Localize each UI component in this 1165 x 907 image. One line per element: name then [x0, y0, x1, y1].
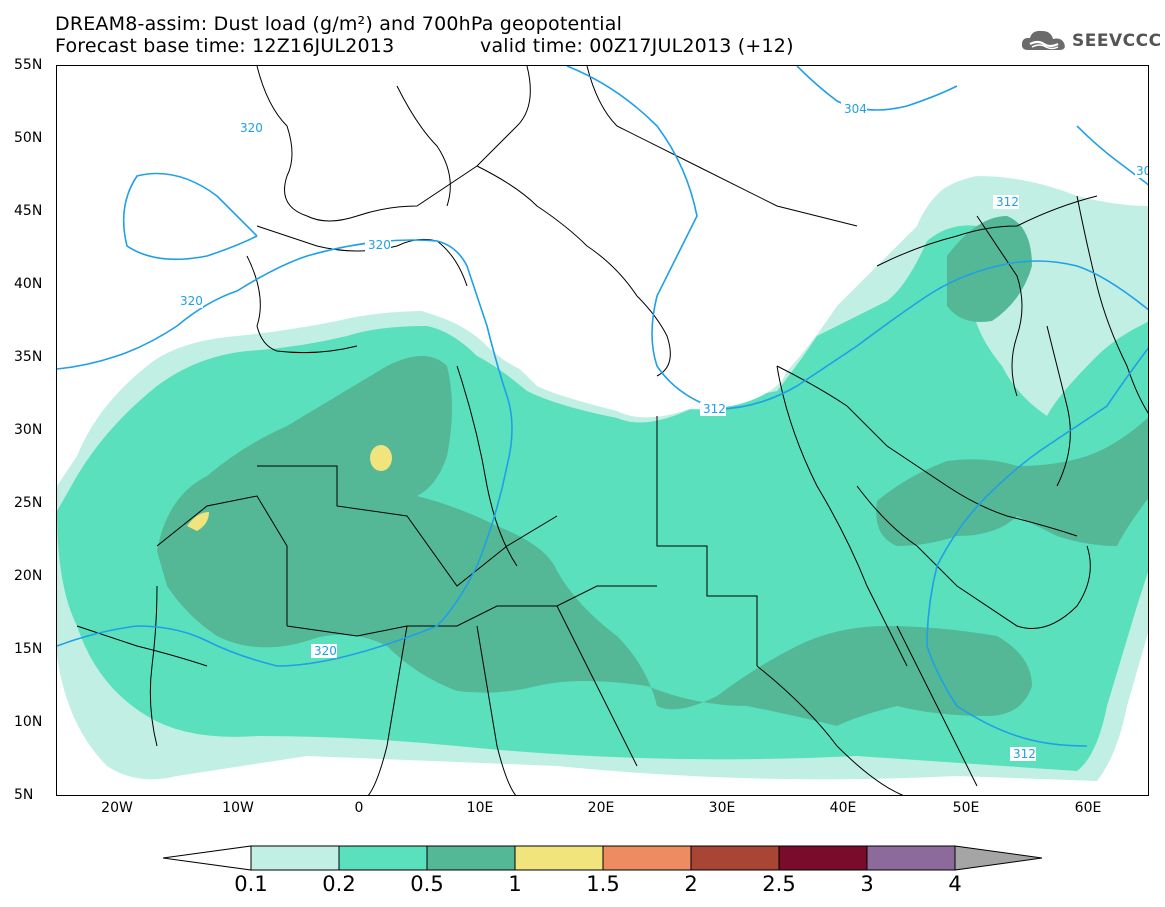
forecast-valid-time: valid time: 00Z17JUL2013 (+12): [480, 35, 794, 57]
colorbar-segment: [514, 845, 604, 871]
contour-312-south: [926, 347, 1148, 747]
lat-label: 20N: [14, 568, 43, 584]
contour-label-304: 304: [844, 102, 867, 116]
lat-label: 55N: [14, 57, 43, 73]
dust-region-0-5-arabia: [876, 417, 1148, 546]
lat-label: 15N: [14, 641, 43, 657]
colorbar-segment: [866, 845, 956, 871]
contour-label-320-b: 320: [368, 238, 391, 252]
contour-label-312-b: 312: [703, 402, 726, 416]
colorbar: [163, 845, 1043, 871]
contour-label-30x: 30: [1136, 164, 1149, 178]
colorbar-segment: [778, 845, 868, 871]
colorbar-label: 1: [508, 872, 522, 896]
lon-label: 60E: [1074, 800, 1102, 816]
logo-text: SEEVCCC: [1072, 31, 1162, 51]
lat-label: 40N: [14, 276, 43, 292]
contour-312-east: [566, 66, 1148, 410]
colorbar-label: 1.5: [586, 872, 620, 896]
lat-label: 10N: [14, 714, 43, 730]
geopotential-contours: [57, 66, 1148, 747]
colorbar-segment: [250, 845, 340, 871]
mediterranean-sea: [252, 216, 789, 410]
lon-label: 40E: [829, 800, 857, 816]
lat-label: 50N: [14, 130, 43, 146]
lat-label: 25N: [14, 495, 43, 511]
lon-label: 10E: [466, 800, 494, 816]
dust-load-map: 320 320 320 320 304 312 312 312 30: [56, 65, 1149, 796]
colorbar-label: 0.2: [322, 872, 356, 896]
lon-label: 0: [354, 800, 364, 816]
colorbar-segment: [338, 845, 428, 871]
cloud-logo-icon: [1021, 30, 1065, 50]
dust-region-1-mauritania: [187, 512, 209, 531]
contour-320-west: [57, 239, 513, 667]
lat-label: 35N: [14, 349, 43, 365]
map-title: DREAM8-assim: Dust load (g/m²) and 700hP…: [55, 13, 623, 35]
contour-label-320-d: 320: [314, 644, 337, 658]
contour-label-320-c: 320: [180, 294, 203, 308]
contour-304: [796, 66, 958, 111]
colorbar-label: 4: [948, 872, 962, 896]
colorbar-label: 2: [684, 872, 698, 896]
contour-label-312-a: 312: [996, 195, 1019, 209]
lat-label: 30N: [14, 422, 43, 438]
colorbar-segment: [602, 845, 692, 871]
colorbar-segment: [426, 845, 516, 871]
colorbar-segment: [690, 845, 780, 871]
forecast-base-time: Forecast base time: 12Z16JUL2013: [55, 35, 395, 57]
lon-label: 30E: [708, 800, 736, 816]
contour-30x: [1076, 125, 1148, 186]
dust-region-0-5-caspian: [947, 216, 1032, 322]
contour-label-group: 320 320 320 320 304 312 312 312 30: [177, 102, 1149, 761]
colorbar-label: 3: [860, 872, 874, 896]
lat-label: 5N: [14, 787, 34, 803]
lon-label: 20W: [101, 800, 133, 816]
atlantic-north: [57, 66, 1148, 396]
contour-label-320-a: 320: [240, 121, 263, 135]
colorbar-label: 0.5: [410, 872, 444, 896]
lon-label: 10W: [222, 800, 254, 816]
map-canvas: 320 320 320 320 304 312 312 312 30: [57, 66, 1149, 795]
lat-label: 45N: [14, 203, 43, 219]
colorbar-under-triangle: [163, 845, 252, 871]
colorbar-label: 0.1: [234, 872, 268, 896]
lon-label: 20E: [587, 800, 615, 816]
map-subtitle: Forecast base time: 12Z16JUL2013 valid t…: [55, 36, 794, 96]
colorbar-label: 2.5: [762, 872, 796, 896]
colorbar-over-triangle: [954, 845, 1043, 871]
contour-320-north: [122, 172, 258, 261]
contour-label-312-c: 312: [1013, 747, 1036, 761]
dust-region-1-algeria: [370, 445, 392, 471]
country-borders: [76, 66, 1148, 795]
seevccc-logo: SEEVCCC: [1020, 28, 1162, 54]
lon-label: 50E: [952, 800, 980, 816]
